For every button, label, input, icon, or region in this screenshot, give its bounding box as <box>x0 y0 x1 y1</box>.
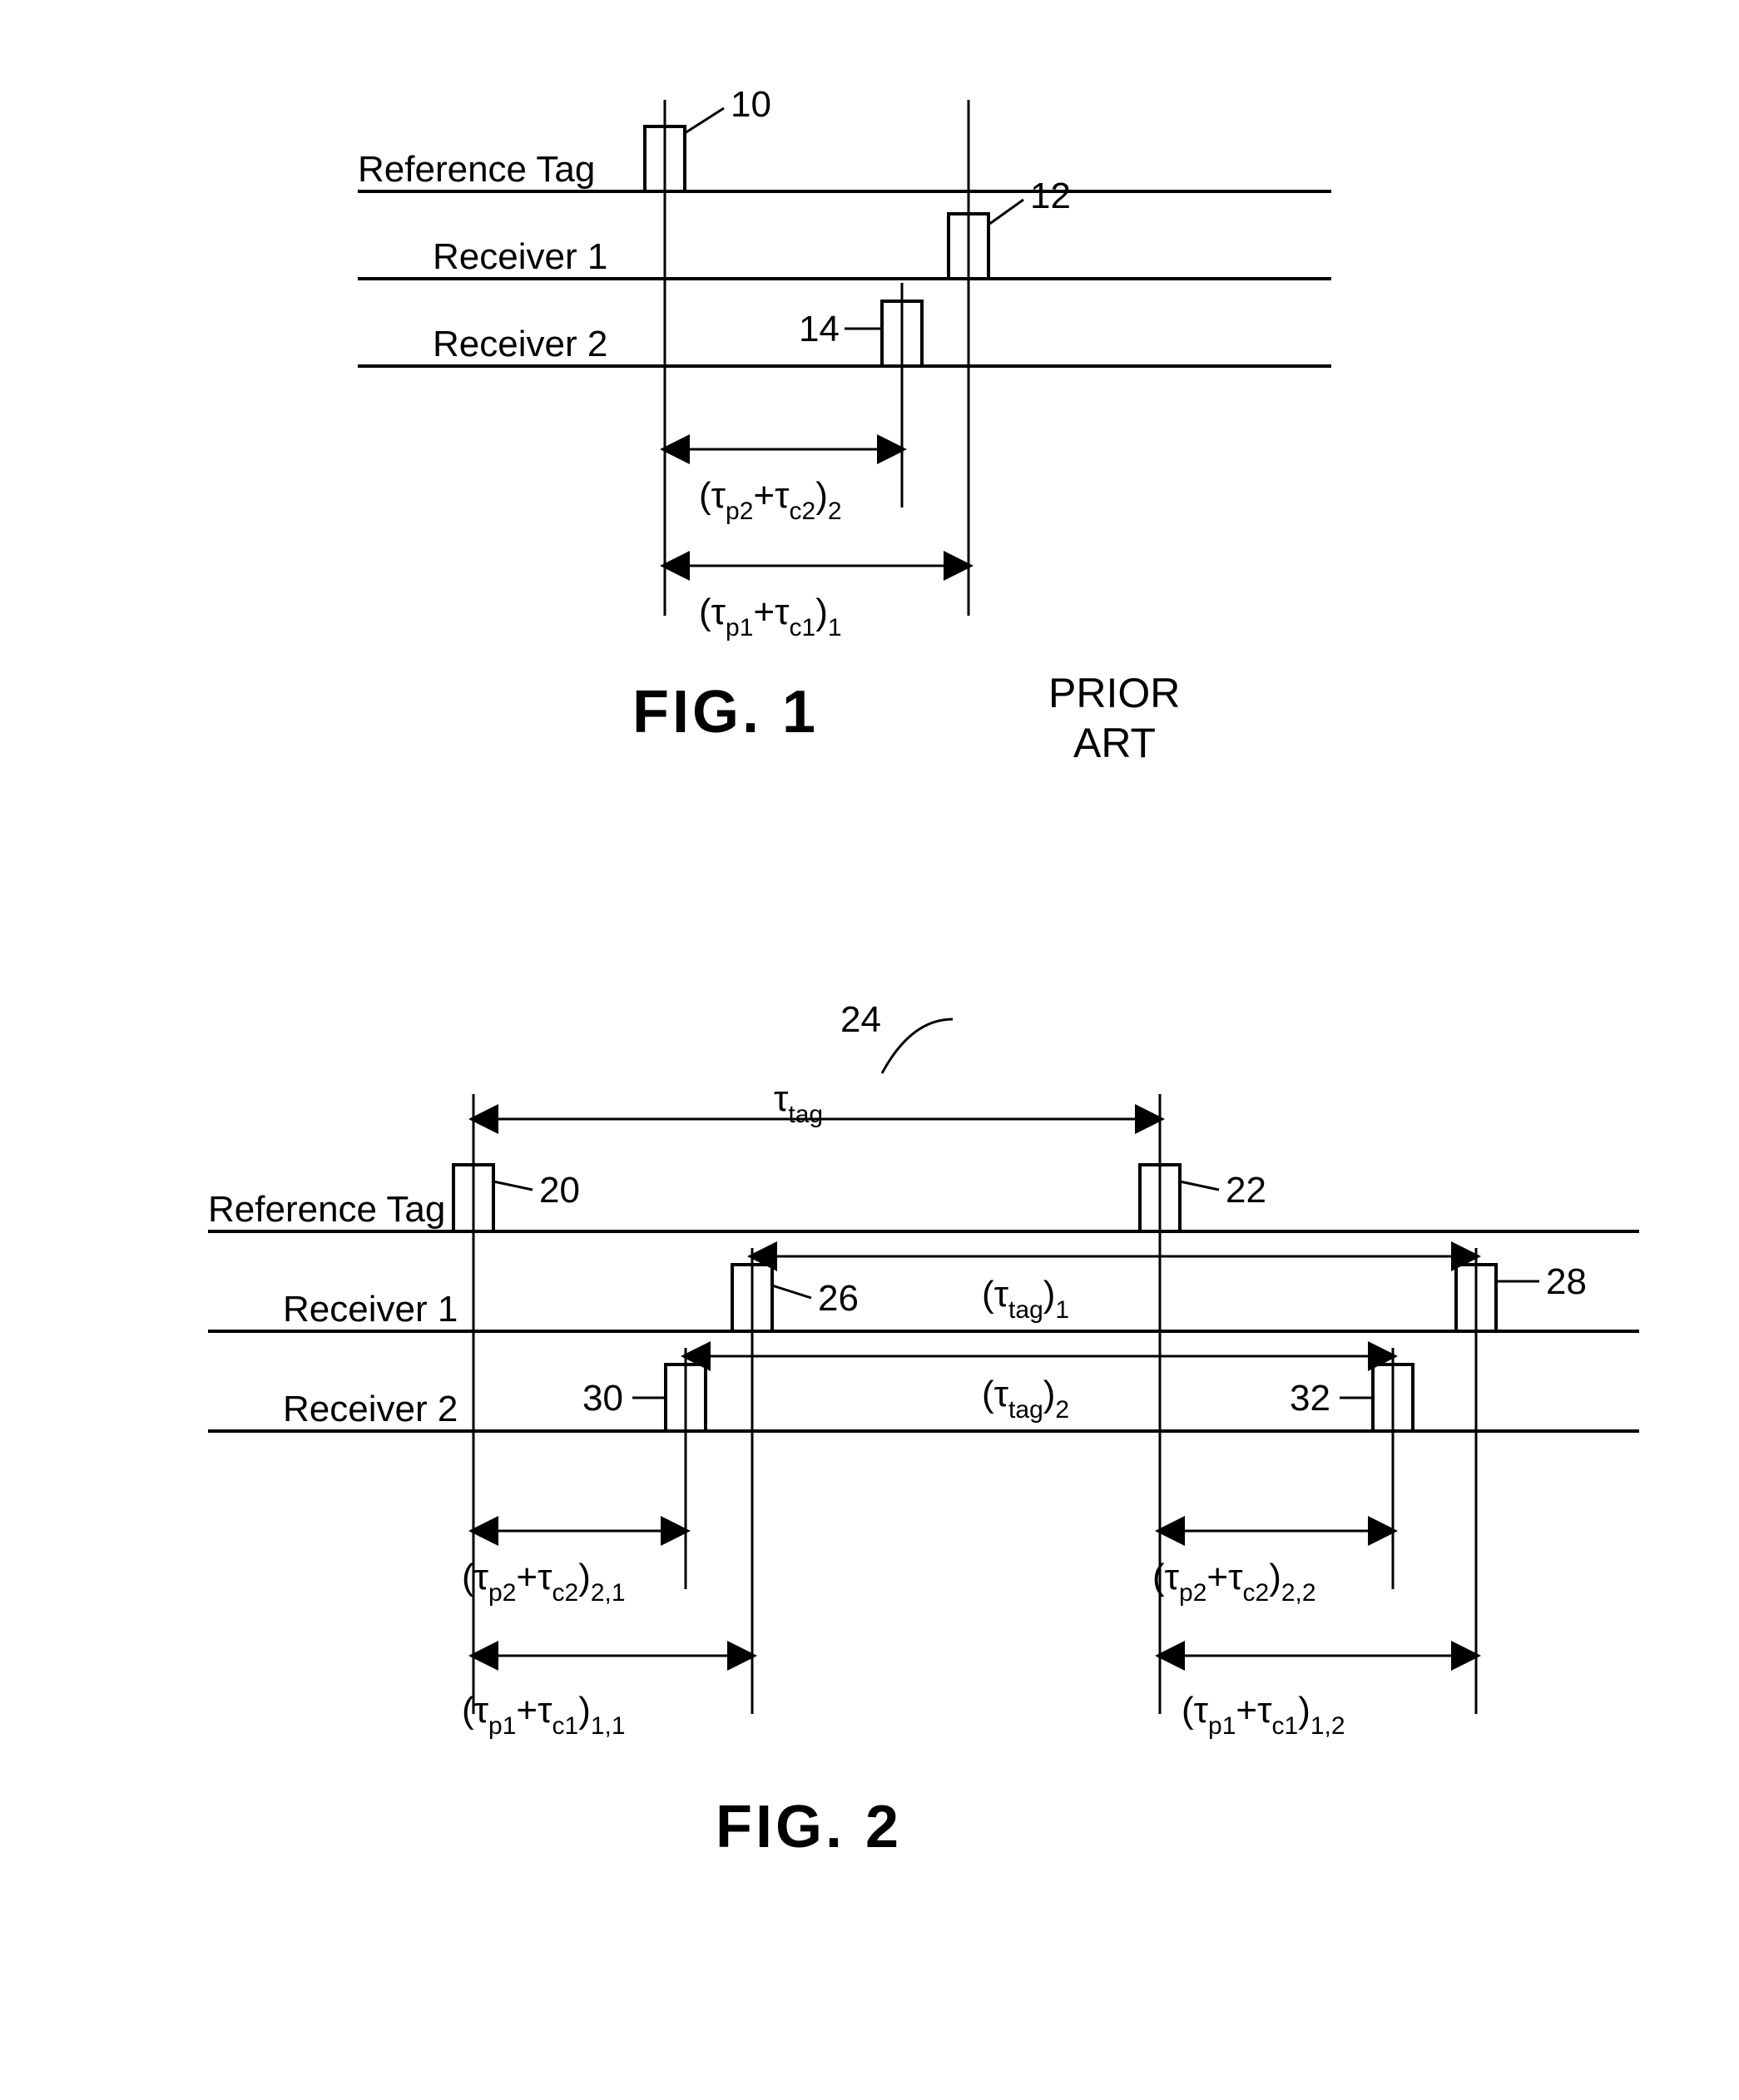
svg-text:(τp2+τc2)2: (τp2+τc2)2 <box>699 475 842 525</box>
fig2-pulse-30: 30 <box>582 1378 623 1419</box>
svg-text:(τp1+τc1)1,1: (τp1+τc1)1,1 <box>462 1690 626 1740</box>
fig1-pulse-14: 14 <box>799 309 840 349</box>
fig2-row-r1: Receiver 1 <box>283 1289 458 1330</box>
figure-2: Reference Tag Receiver 1 Receiver 2 20 2… <box>208 999 1639 1860</box>
svg-text:(τtag)1: (τtag)1 <box>982 1274 1069 1324</box>
fig1-row-r2: Receiver 2 <box>433 324 607 364</box>
figure-1: Reference Tag Receiver 1 Receiver 2 10 1… <box>358 84 1331 766</box>
fig1-dim-inner: (τp2+τc2)2 <box>699 475 842 525</box>
fig1-dim-outer: (τp1+τc1)1 <box>699 592 842 641</box>
fig1-note-line2: ART <box>1073 720 1156 766</box>
svg-text:(τp2+τc2)2,2: (τp2+τc2)2,2 <box>1152 1557 1316 1607</box>
svg-text:(τp1+τc1)1: (τp1+τc1)1 <box>699 592 842 641</box>
fig1-pulse-12: 12 <box>1030 176 1071 216</box>
fig1-note-line1: PRIOR <box>1048 670 1180 716</box>
svg-text:(τp2+τc2)2,1: (τp2+τc2)2,1 <box>462 1557 626 1607</box>
fig2-pulse-20: 20 <box>539 1170 580 1211</box>
fig2-pulse-32: 32 <box>1290 1378 1330 1419</box>
fig2-pulse-26: 26 <box>818 1278 859 1319</box>
svg-text:(τtag)2: (τtag)2 <box>982 1374 1069 1424</box>
fig2-pulse-22: 22 <box>1226 1170 1266 1211</box>
fig2-row-r2: Receiver 2 <box>283 1389 458 1429</box>
svg-text:(τp1+τc1)1,2: (τp1+τc1)1,2 <box>1182 1690 1345 1740</box>
fig1-row-r1: Receiver 1 <box>433 236 607 277</box>
fig2-pulse-24: 24 <box>840 999 881 1040</box>
fig2-pulse-28: 28 <box>1546 1261 1587 1302</box>
svg-text:τtag: τtag <box>774 1078 823 1128</box>
fig1-caption: FIG. 1 <box>632 679 819 745</box>
fig2-row-ref: Reference Tag <box>208 1189 445 1230</box>
fig1-pulse-10: 10 <box>731 84 771 125</box>
fig2-caption: FIG. 2 <box>716 1794 902 1860</box>
fig1-row-ref: Reference Tag <box>358 149 595 190</box>
